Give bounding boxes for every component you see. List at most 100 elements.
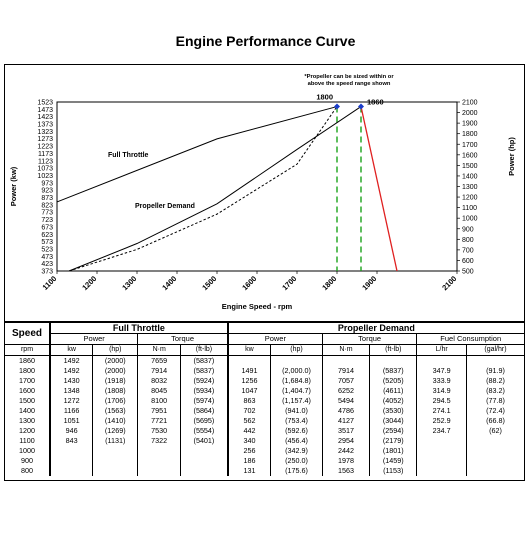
table-cell: 900	[21, 456, 33, 465]
table-cell: 1430	[49, 376, 93, 386]
table-cell: 1272	[49, 396, 93, 406]
table-row: 1500 1272 (1706) 8100 (5974) 863 (1,157.4) 5494…	[5, 396, 524, 406]
table-cell: 1256	[226, 376, 271, 386]
table-cell: 1051	[49, 416, 93, 426]
chart-frame	[4, 64, 525, 322]
table-cell: 1800	[19, 366, 35, 375]
table-cell	[226, 355, 271, 366]
performance-table: Speed Full Throttle Propeller Demand Pow…	[5, 323, 524, 476]
table-cell: 5494	[321, 396, 370, 406]
y-left-tick-label: 1173	[38, 151, 53, 158]
table-cell: (62)	[465, 426, 524, 436]
unit-cell: L/hr	[416, 344, 467, 356]
table-cell	[369, 355, 417, 366]
table-cell: 8100	[137, 396, 181, 406]
table-cell: (941.0)	[270, 406, 323, 416]
speed-marker	[358, 103, 364, 110]
table-cell: 800	[21, 466, 33, 475]
table-row: 1100 843 (1131) 7322 (5401) 340 (456.4) 2954 (21…	[5, 436, 524, 446]
table-cell: (1918)	[92, 376, 138, 386]
table-cell: 442	[226, 426, 271, 436]
y-left-tick-label: 1073	[37, 166, 53, 173]
table-cell: (5837)	[180, 366, 228, 376]
table-cell	[416, 436, 467, 446]
table-cell	[465, 456, 524, 466]
unit-cell: kw	[226, 344, 271, 356]
table-cell: (1269)	[92, 426, 138, 436]
table-cell: 1860	[19, 356, 35, 365]
table-cell: (72.4)	[465, 406, 524, 416]
table-cell: (456.4)	[270, 436, 323, 446]
table-cell: 863	[226, 396, 271, 406]
y-left-tick-label: 573	[41, 239, 53, 246]
table-cell: (91.9)	[465, 366, 524, 376]
table-cell	[49, 456, 93, 466]
table-cell: 7914	[321, 366, 370, 376]
table-cell: (4611)	[369, 386, 417, 396]
table-cell: (1801)	[369, 446, 417, 456]
table-cell: (2179)	[369, 436, 417, 446]
table-cell: 1600	[19, 386, 35, 395]
series-line	[68, 106, 362, 272]
table-cell: 186	[226, 456, 271, 466]
table-cell: 1300	[19, 416, 35, 425]
table-cell: (3530)	[369, 406, 417, 416]
table-cell	[416, 355, 467, 366]
table-cell: 8045	[137, 386, 181, 396]
y-left-tick-label: 1323	[37, 129, 53, 136]
table-row: 900 186 (250.0) 1978 (1459)	[5, 456, 524, 466]
unit-cell: (ft-lb)	[369, 344, 417, 356]
table-row: 800 131 (175.6) 1563 (1153)	[5, 466, 524, 476]
y-left-tick-label: 973	[41, 180, 53, 187]
table-cell: 8032	[137, 376, 181, 386]
y-left-tick-label: 1273	[37, 136, 53, 143]
table-cell: (2594)	[369, 426, 417, 436]
y-left-tick-label: 473	[41, 254, 53, 261]
unit-cell: kw	[49, 344, 93, 356]
y-right-axis-label: Power (hp)	[507, 137, 516, 176]
ft-torque-header: Torque	[137, 333, 228, 345]
y-left-axis-label: Power (kw)	[9, 166, 18, 206]
table-cell: 234.7	[416, 426, 467, 436]
table-cell	[49, 466, 93, 476]
unit-cell: (ft-lb)	[180, 344, 228, 356]
pd-torque-header: Torque	[321, 333, 417, 345]
table-cell: 1492	[49, 366, 93, 376]
engine-performance-chart: 3734234735235736236737237738238739239731…	[4, 64, 525, 322]
table-cell: 1400	[19, 406, 35, 415]
table-cell: 7530	[137, 426, 181, 436]
table-cell: 1500	[19, 396, 35, 405]
table-row: 1800 1492 (2000) 7914 (5837) 1491 (2,000.0) 791…	[5, 366, 524, 376]
table-cell: 333.9	[416, 376, 467, 386]
y-right-tick-label: 1400	[462, 173, 478, 180]
table-cell: (592.6)	[270, 426, 323, 436]
speed-header: Speed	[5, 323, 51, 345]
y-left-tick-label: 523	[41, 246, 53, 253]
table-cell: (1706)	[92, 396, 138, 406]
table-cell: (1459)	[369, 456, 417, 466]
table-cell: (2,000.0)	[270, 366, 323, 376]
table-cell: (5924)	[180, 376, 228, 386]
table-cell	[92, 466, 138, 476]
pd-power-header: Power	[226, 333, 323, 345]
annotation-text: *Propeller can be sized within or above t…	[304, 74, 394, 87]
table-cell: 1492	[49, 355, 93, 366]
table-cell: 347.9	[416, 366, 467, 376]
unit-cell: rpm	[5, 344, 51, 356]
table-row: 1300 1051 (1410) 7721 (5695) 562 (753.4) 4127 (3…	[5, 416, 524, 426]
full-throttle-label: Full Throttle	[108, 152, 149, 159]
y-right-tick-label: 1900	[462, 121, 478, 128]
table-cell: (77.8)	[465, 396, 524, 406]
table-cell: (250.0)	[270, 456, 323, 466]
table-cell: (1808)	[92, 386, 138, 396]
series-line	[56, 106, 338, 203]
y-left-tick-label: 1023	[37, 173, 53, 180]
y-left-tick-label: 1373	[37, 122, 53, 129]
y-left-tick-label: 923	[41, 188, 53, 195]
table-cell: 7914	[137, 366, 181, 376]
table-cell: 7659	[137, 355, 181, 366]
table-cell	[270, 355, 323, 366]
table-cell: (5864)	[180, 406, 228, 416]
y-right-tick-label: 900	[462, 226, 474, 233]
table-cell: (88.2)	[465, 376, 524, 386]
